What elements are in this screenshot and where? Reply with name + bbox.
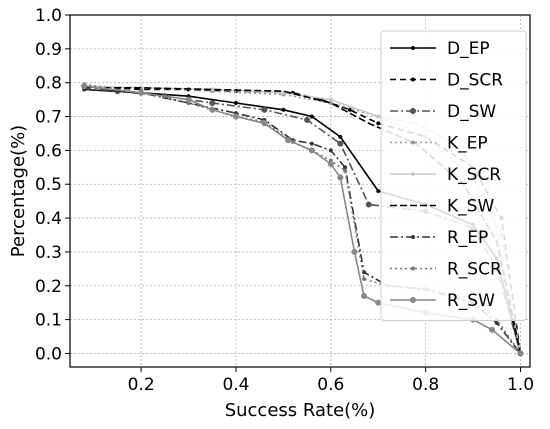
y-tick-label: 0.1 [35, 311, 62, 331]
legend-marker [410, 140, 416, 145]
data-point [261, 120, 268, 127]
data-point [376, 188, 381, 194]
data-point [343, 168, 348, 173]
data-point [494, 320, 499, 326]
legend-label: D_SCR [447, 71, 503, 91]
legend-marker [409, 107, 417, 115]
x-tick-label: 1.0 [507, 375, 534, 395]
legend-label: D_SW [447, 102, 496, 122]
legend-entry: R_SW [390, 291, 495, 311]
legend-marker [410, 234, 416, 240]
legend-marker [410, 77, 416, 82]
data-point [360, 292, 368, 299]
data-point [209, 106, 216, 113]
y-tick-label: 0.4 [35, 209, 62, 229]
legend-entry: D_SW [390, 102, 496, 122]
data-point [309, 114, 314, 119]
legend-label: R_SCR [447, 260, 502, 280]
legend: D_EP D_SCR D_SW K_EP K_SCR K_SW R_EP R_SCR R_SW [380, 30, 527, 321]
legend-entry: R_SCR [390, 260, 502, 280]
legend-entry: D_EP [390, 39, 490, 59]
legend-entry: R_EP [390, 228, 488, 248]
axis-ticks: 0.2 0.4 0.6 0.8 1.0 0.0 0.1 0.2 0.3 0.4 0.5 0.6 0.7 0… [35, 6, 534, 395]
x-tick-label: 0.8 [412, 375, 439, 395]
series-r-sw [81, 83, 524, 357]
data-point [337, 174, 344, 181]
legend-entry: K_SW [390, 197, 494, 217]
legend-label: D_EP [447, 39, 490, 59]
data-point [285, 137, 292, 144]
data-point [376, 121, 381, 126]
series-line [84, 87, 522, 354]
legend-marker [410, 171, 416, 177]
y-tick-label: 0.5 [35, 175, 62, 195]
data-point [81, 83, 88, 90]
data-point [261, 106, 268, 113]
x-tick-label: 0.4 [222, 375, 249, 395]
legend-label: K_SCR [447, 165, 501, 185]
x-tick-label: 0.6 [317, 375, 344, 395]
data-point [308, 147, 315, 154]
x-tick-label: 0.2 [128, 375, 155, 395]
data-point [232, 113, 240, 120]
data-point [328, 148, 333, 153]
legend-entry: K_EP [390, 134, 488, 154]
plot-frame [69, 14, 531, 368]
data-point [281, 107, 286, 112]
data-point [138, 89, 145, 96]
data-point [365, 201, 372, 208]
y-tick-label: 0.7 [35, 108, 62, 128]
legend-label: R_SW [447, 291, 495, 311]
data-point [233, 100, 239, 106]
y-tick-label: 1.0 [35, 6, 62, 26]
y-tick-label: 0.2 [35, 277, 62, 297]
data-point [343, 165, 348, 170]
data-point [185, 96, 192, 103]
data-point [361, 276, 367, 282]
data-point [309, 141, 314, 146]
legend-marker [410, 266, 416, 271]
data-point [375, 299, 382, 306]
data-point [328, 97, 333, 102]
y-tick-label: 0.0 [35, 344, 62, 364]
data-point [209, 99, 216, 107]
x-axis-label: Success Rate(%) [225, 400, 376, 421]
legend-marker [409, 296, 417, 304]
y-tick-label: 0.8 [35, 74, 62, 94]
series-k-sw [84, 87, 522, 354]
legend-marker [410, 45, 416, 51]
legend-label: K_EP [447, 134, 488, 154]
y-tick-label: 0.3 [35, 243, 62, 263]
y-tick-label: 0.9 [35, 40, 62, 60]
data-point [304, 116, 311, 123]
data-point [338, 134, 343, 139]
data-point [489, 326, 496, 333]
legend-label: K_SW [447, 197, 494, 217]
data-point [337, 140, 344, 147]
legend-label: R_EP [447, 228, 488, 248]
legend-box [380, 30, 527, 321]
data-point [351, 248, 358, 255]
data-point [376, 114, 381, 119]
y-axis-label: Percentage(%) [8, 125, 29, 257]
data-point [517, 350, 524, 357]
data-point [327, 160, 334, 167]
y-tick-label: 0.6 [35, 141, 62, 161]
legend-entry: K_SCR [390, 165, 501, 185]
legend-entry: D_SCR [390, 71, 503, 91]
